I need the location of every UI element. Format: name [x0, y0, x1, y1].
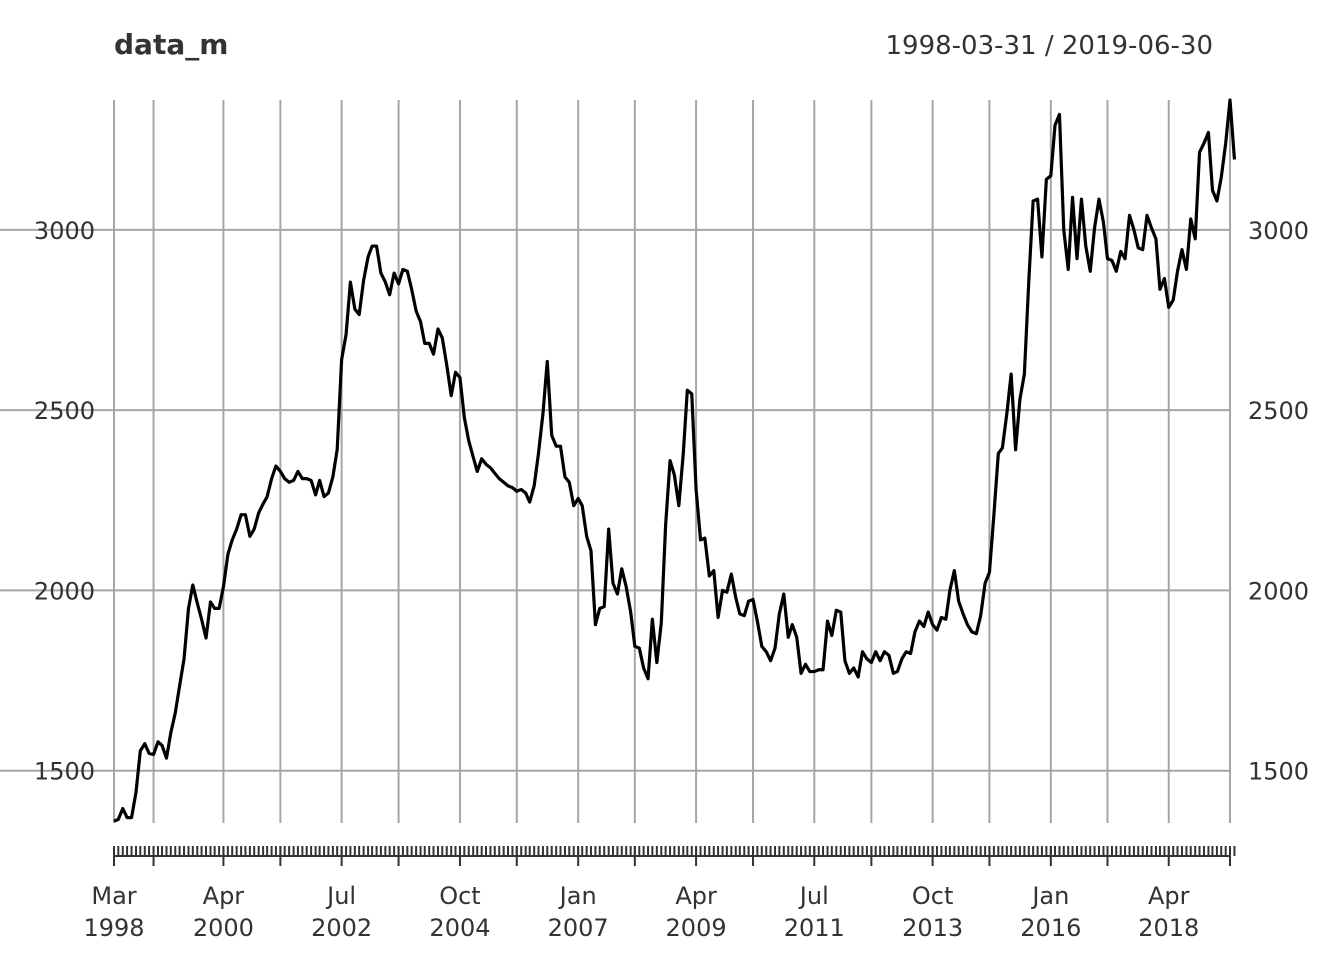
x-tick-label-month: Apr: [675, 882, 717, 910]
x-tick-label-month: Oct: [912, 882, 954, 910]
x-tick-label-year: 2018: [1138, 914, 1199, 942]
x-tick-label-month: Apr: [203, 882, 245, 910]
y-tick-label-right: 1500: [1248, 758, 1309, 786]
x-tick-label-month: Apr: [1148, 882, 1190, 910]
y-axis-labels: 1500 1500 2000 2000 2500 2500 3000 3000: [34, 217, 1309, 786]
y-tick-label-left: 2500: [34, 397, 95, 425]
x-tick-label-year: 2000: [193, 914, 254, 942]
x-tick-label-year: 2004: [429, 914, 490, 942]
x-tick-label-year: 2016: [1020, 914, 1081, 942]
x-tick-label-month: Jul: [798, 882, 829, 910]
x-axis: Mar 1998 Apr 2000 Jul 2002 Oct 2004 Jan 2007 Apr 20…: [83, 846, 1236, 942]
y-tick-label-right: 3000: [1248, 217, 1309, 245]
y-tick-label-right: 2500: [1248, 397, 1309, 425]
x-tick-label-month: Jan: [1030, 882, 1069, 910]
y-tick-label-right: 2000: [1248, 577, 1309, 605]
x-tick-label-year: 2002: [311, 914, 372, 942]
chart-title: data_m: [114, 28, 228, 61]
y-tick-label-left: 3000: [34, 217, 95, 245]
y-tick-label-left: 1500: [34, 758, 95, 786]
x-tick-label-month: Jul: [325, 882, 356, 910]
x-tick-label-month: Oct: [439, 882, 481, 910]
x-tick-label-year: 2013: [902, 914, 963, 942]
x-tick-label-year: 2011: [784, 914, 845, 942]
date-range-label: 1998-03-31 / 2019-06-30: [886, 31, 1214, 61]
gridlines: [0, 100, 1231, 823]
x-tick-label-year: 2009: [666, 914, 727, 942]
x-tick-label-year: 2007: [548, 914, 609, 942]
x-tick-label-year: 1998: [83, 914, 144, 942]
series-layer: [113, 98, 1237, 823]
x-tick-label-month: Jan: [558, 882, 597, 910]
x-tick-label-month: Mar: [91, 882, 136, 910]
series-line: [113, 98, 1237, 823]
y-tick-label-left: 2000: [34, 577, 95, 605]
